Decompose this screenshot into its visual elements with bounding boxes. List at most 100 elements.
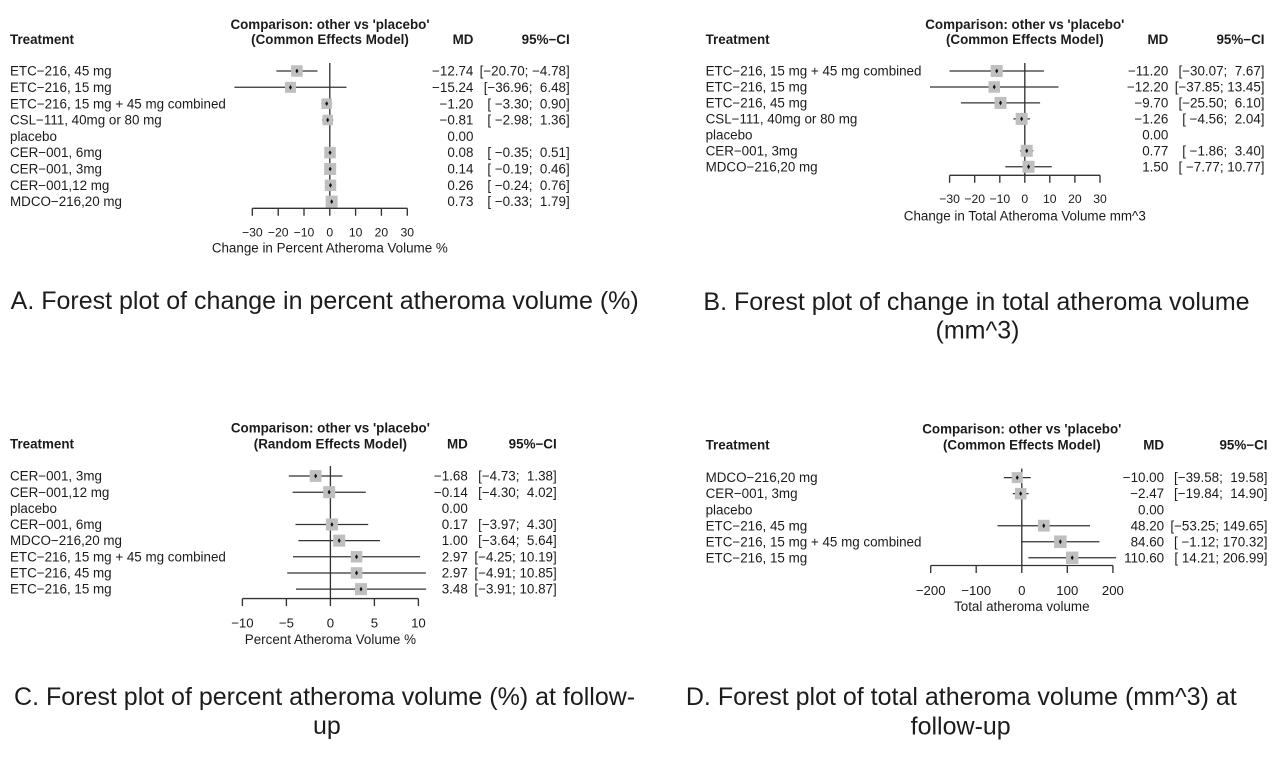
svg-text:[−4.91; 10.85]: [−4.91; 10.85] bbox=[474, 566, 556, 581]
svg-text:Treatment: Treatment bbox=[10, 32, 75, 47]
svg-text:placebo: placebo bbox=[10, 501, 57, 516]
svg-text:Change in Total Atheroma Volum: Change in Total Atheroma Volume mm^3 bbox=[904, 209, 1146, 224]
svg-text:MD: MD bbox=[1147, 32, 1168, 47]
svg-text:MDCO−216,20 mg: MDCO−216,20 mg bbox=[10, 194, 122, 209]
svg-text:−11.20: −11.20 bbox=[1128, 64, 1168, 79]
svg-text:−10.00: −10.00 bbox=[1123, 470, 1164, 485]
svg-text:Treatment: Treatment bbox=[706, 437, 771, 452]
svg-text:ETC−216, 15 mg + 45 mg combine: ETC−216, 15 mg + 45 mg combined bbox=[706, 64, 922, 79]
svg-text:−0.14: −0.14 bbox=[434, 485, 468, 500]
svg-text:[−19.84; 14.90]: [−19.84; 14.90] bbox=[1174, 486, 1267, 501]
svg-text:CER−001, 3mg: CER−001, 3mg bbox=[706, 486, 798, 501]
svg-text:[−3.64; 5.64]: [−3.64; 5.64] bbox=[478, 533, 557, 548]
svg-text:MDCO−216,20 mg: MDCO−216,20 mg bbox=[706, 470, 818, 485]
svg-text:−2.47: −2.47 bbox=[1130, 486, 1164, 501]
svg-text:[−4.73; 1.38]: [−4.73; 1.38] bbox=[478, 469, 557, 484]
svg-text:2.97: 2.97 bbox=[442, 566, 468, 581]
svg-text:100: 100 bbox=[1056, 583, 1078, 598]
svg-text:95%−CI: 95%−CI bbox=[522, 32, 570, 47]
svg-text:CER−001,12 mg: CER−001,12 mg bbox=[10, 485, 109, 500]
svg-text:MD: MD bbox=[447, 436, 468, 451]
svg-text:−15.24: −15.24 bbox=[432, 80, 474, 95]
svg-text:CSL−111, 40mg or 80 mg: CSL−111, 40mg or 80 mg bbox=[10, 113, 162, 128]
svg-text:Treatment: Treatment bbox=[10, 436, 75, 451]
svg-text:10: 10 bbox=[1043, 192, 1057, 206]
svg-text:1.50: 1.50 bbox=[1142, 159, 1168, 174]
svg-text:CER−001,12 mg: CER−001,12 mg bbox=[10, 178, 109, 193]
svg-text:CSL−111, 40mg or 80 mg: CSL−111, 40mg or 80 mg bbox=[706, 112, 858, 127]
svg-text:[ −7.77; 10.77]: [ −7.77; 10.77] bbox=[1179, 159, 1265, 174]
svg-text:−10: −10 bbox=[294, 225, 315, 239]
svg-text:0: 0 bbox=[1018, 583, 1025, 598]
svg-text:0.00: 0.00 bbox=[442, 501, 468, 516]
svg-text:[ −4.56; 2.04]: [ −4.56; 2.04] bbox=[1182, 112, 1264, 127]
svg-text:−10: −10 bbox=[231, 616, 253, 631]
svg-text:up: up bbox=[313, 712, 341, 740]
svg-text:−200: −200 bbox=[916, 583, 946, 598]
svg-text:[ −0.35; 0.51]: [ −0.35; 0.51] bbox=[487, 145, 569, 160]
svg-text:0.08: 0.08 bbox=[447, 145, 473, 160]
svg-text:[−30.07; 7.67]: [−30.07; 7.67] bbox=[1179, 64, 1265, 79]
svg-text:−30: −30 bbox=[939, 192, 960, 206]
svg-text:ETC−216, 45 mg: ETC−216, 45 mg bbox=[706, 518, 808, 533]
svg-text:D. Forest plot of total athero: D. Forest plot of total atheroma volume … bbox=[686, 683, 1237, 711]
svg-text:−5: −5 bbox=[279, 616, 294, 631]
svg-text:ETC−216, 15 mg: ETC−216, 15 mg bbox=[706, 550, 808, 565]
svg-text:(Common Effects Model): (Common Effects Model) bbox=[946, 32, 1104, 47]
svg-text:20: 20 bbox=[1068, 192, 1082, 206]
svg-text:2.97: 2.97 bbox=[442, 549, 468, 564]
svg-text:(mm^3): (mm^3) bbox=[936, 317, 1020, 345]
svg-text:ETC−216, 45 mg: ETC−216, 45 mg bbox=[10, 64, 112, 79]
svg-text:0.17: 0.17 bbox=[442, 517, 468, 532]
svg-text:84.60: 84.60 bbox=[1131, 534, 1165, 549]
svg-text:−9.70: −9.70 bbox=[1134, 96, 1168, 111]
svg-text:CER−001, 3mg: CER−001, 3mg bbox=[706, 143, 798, 158]
svg-text:0.14: 0.14 bbox=[447, 162, 474, 177]
svg-text:−12.74: −12.74 bbox=[432, 64, 474, 79]
svg-text:(Common Effects Model): (Common Effects Model) bbox=[943, 437, 1101, 452]
svg-text:0: 0 bbox=[326, 225, 333, 239]
svg-text:[−36.96; 6.48]: [−36.96; 6.48] bbox=[484, 80, 570, 95]
svg-text:0.00: 0.00 bbox=[1138, 502, 1164, 517]
svg-text:ETC−216, 15 mg + 45 mg combine: ETC−216, 15 mg + 45 mg combined bbox=[10, 96, 226, 111]
svg-text:[ −2.98; 1.36]: [ −2.98; 1.36] bbox=[487, 113, 569, 128]
svg-text:[ −3.30; 0.90]: [ −3.30; 0.90] bbox=[487, 96, 569, 111]
svg-text:0: 0 bbox=[327, 616, 334, 631]
svg-text:0: 0 bbox=[1021, 192, 1028, 206]
svg-text:[−25.50; 6.10]: [−25.50; 6.10] bbox=[1179, 96, 1265, 111]
svg-text:−10: −10 bbox=[989, 192, 1010, 206]
svg-text:20: 20 bbox=[375, 225, 389, 239]
svg-text:−1.26: −1.26 bbox=[1134, 112, 1168, 127]
svg-text:MD: MD bbox=[453, 32, 474, 47]
svg-text:0.26: 0.26 bbox=[447, 178, 473, 193]
svg-text:−0.81: −0.81 bbox=[440, 113, 474, 128]
svg-text:CER−001, 3mg: CER−001, 3mg bbox=[10, 162, 102, 177]
svg-text:CER−001, 6mg: CER−001, 6mg bbox=[10, 517, 102, 532]
svg-text:[ −0.33; 1.79]: [ −0.33; 1.79] bbox=[487, 194, 569, 209]
svg-text:placebo: placebo bbox=[706, 127, 753, 142]
svg-text:[ 14.21; 206.99]: [ 14.21; 206.99] bbox=[1174, 550, 1267, 565]
svg-text:0.73: 0.73 bbox=[447, 194, 473, 209]
svg-text:MDCO−216,20 mg: MDCO−216,20 mg bbox=[10, 533, 122, 548]
svg-text:[−4.25; 10.19]: [−4.25; 10.19] bbox=[474, 549, 556, 564]
svg-text:[−37.85; 13.45]: [−37.85; 13.45] bbox=[1175, 80, 1265, 95]
svg-text:MD: MD bbox=[1143, 437, 1164, 452]
svg-text:95%−CI: 95%−CI bbox=[509, 436, 557, 451]
svg-text:[−53.25; 149.65]: [−53.25; 149.65] bbox=[1170, 518, 1267, 533]
svg-text:ETC−216, 15 mg: ETC−216, 15 mg bbox=[706, 80, 808, 95]
svg-text:Comparison: other vs 'placebo': Comparison: other vs 'placebo' bbox=[922, 422, 1121, 437]
svg-text:−100: −100 bbox=[961, 583, 991, 598]
svg-text:ETC−216, 45 mg: ETC−216, 45 mg bbox=[10, 566, 112, 581]
svg-text:48.20: 48.20 bbox=[1131, 518, 1165, 533]
svg-text:(Random Effects Model): (Random Effects Model) bbox=[254, 436, 407, 451]
svg-text:−1.20: −1.20 bbox=[440, 96, 474, 111]
svg-text:95%−CI: 95%−CI bbox=[1216, 32, 1264, 47]
svg-text:placebo: placebo bbox=[10, 129, 57, 144]
svg-text:0.00: 0.00 bbox=[447, 129, 473, 144]
svg-text:110.60: 110.60 bbox=[1124, 550, 1164, 565]
svg-text:placebo: placebo bbox=[706, 502, 753, 517]
svg-text:[ −0.19; 0.46]: [ −0.19; 0.46] bbox=[487, 162, 569, 177]
svg-text:(Common Effects Model): (Common Effects Model) bbox=[251, 32, 409, 47]
svg-text:ETC−216, 15 mg + 45 mg combine: ETC−216, 15 mg + 45 mg combined bbox=[10, 549, 226, 564]
svg-text:Comparison: other vs 'placebo': Comparison: other vs 'placebo' bbox=[925, 17, 1124, 32]
